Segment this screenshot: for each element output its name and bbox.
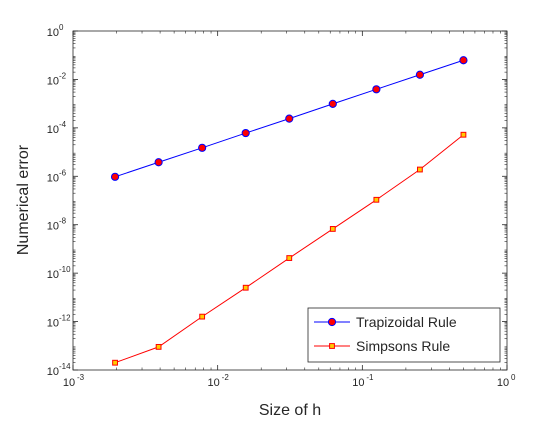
y-tick-exponent: -10 [59,265,71,274]
x-tick-label: 10 [208,377,220,389]
y-tick-label: 10 [47,75,59,87]
y-tick-label: 10 [47,124,59,136]
y-tick-label: 10 [47,27,59,39]
data-point-square [155,343,162,350]
data-point-square [417,166,423,173]
data-point-circle [372,85,381,94]
data-point-square [199,313,206,320]
x-tick-label: 10 [497,377,509,389]
data-point-circle [459,56,468,65]
x-tick-exponent: -3 [77,373,85,382]
y-tick-exponent: -2 [59,71,67,80]
data-point-circle [415,70,425,79]
data-point-circle [198,143,207,152]
y-tick-label: 10 [47,172,59,184]
y-tick-exponent: -14 [59,362,71,371]
data-point-square [112,359,118,366]
legend-box [307,307,501,363]
legend-marker-circle [327,317,337,327]
y-tick-exponent: -4 [59,120,67,129]
legend: Trapizoidal Rule Simpsons Rule [307,307,501,363]
data-point-circle [328,99,337,108]
legend-label-1: Trapizoidal Rule [356,314,457,330]
x-tick-label: 10 [63,377,75,389]
series-layer [110,56,468,366]
data-point-circle [110,172,120,181]
data-point-square [242,284,249,291]
x-tick-exponent: 0 [511,373,516,382]
data-point-square [460,131,467,138]
x-tick-label: 10 [352,377,364,389]
data-point-circle [154,158,163,167]
x-axis-ticks: 10 -3 10 -2 10 -1 10 0 [63,31,516,389]
y-tick-label: 10 [47,318,59,330]
y-tick-exponent: -12 [59,314,71,323]
legend-marker-square [329,343,335,349]
y-tick-exponent: -8 [59,217,67,226]
data-point-square [329,226,336,232]
y-tick-label: 10 [47,366,59,378]
data-point-circle [285,114,294,123]
y-tick-label: 10 [47,269,59,281]
x-tick-exponent: -2 [222,373,230,382]
y-tick-exponent: -6 [59,168,67,177]
data-point-square [286,255,293,261]
y-tick-exponent: 0 [59,23,64,32]
y-axis-label: Numerical error [15,144,32,255]
legend-label-2: Simpsons Rule [356,338,450,354]
x-axis-label: Size of h [259,402,321,419]
data-point-square [373,196,380,203]
x-tick-exponent: -1 [366,373,374,382]
y-tick-label: 10 [47,221,59,233]
data-point-circle [241,128,250,138]
